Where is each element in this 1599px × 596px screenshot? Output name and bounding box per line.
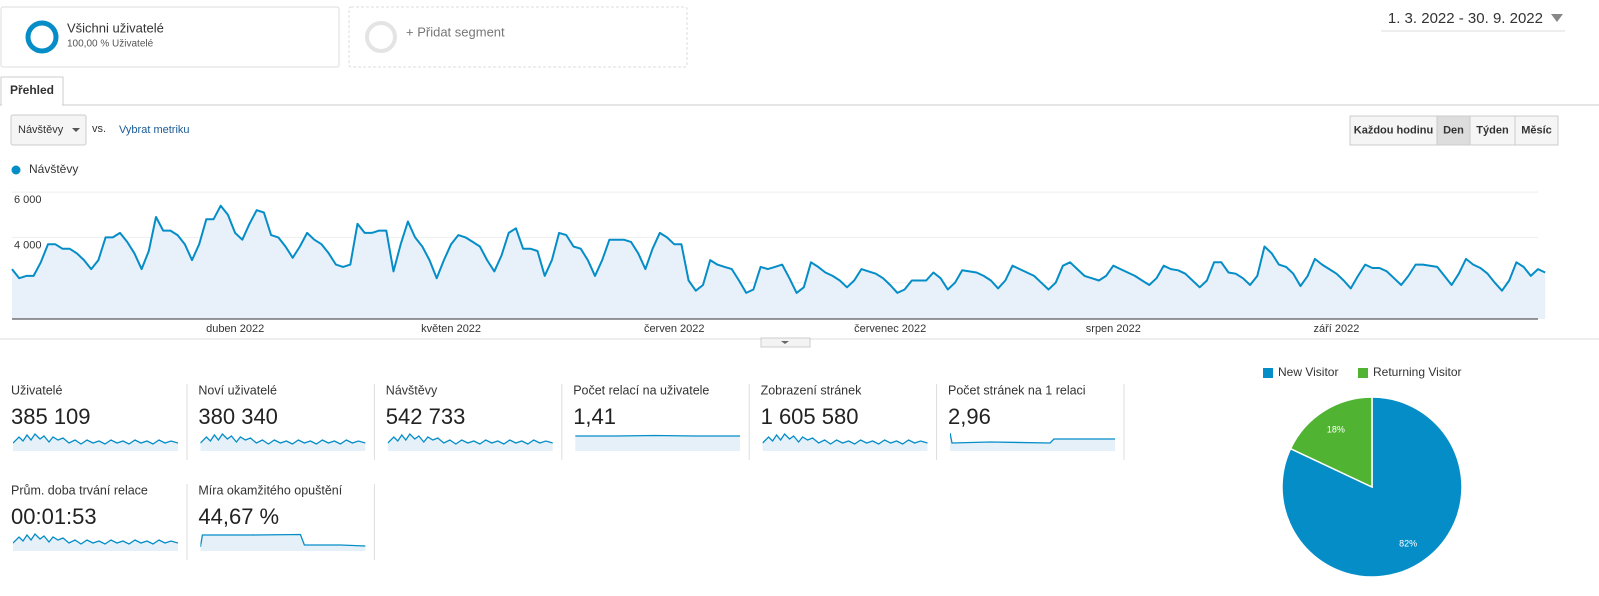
metric-value: 44,67 % — [198, 504, 279, 529]
slice-label: 82% — [1399, 538, 1417, 548]
y-tick-label: 4 000 — [14, 239, 42, 251]
add-segment[interactable]: + Přidat segment — [406, 24, 505, 39]
sparkline — [575, 434, 741, 451]
tab-cover — [2, 103, 62, 106]
add-segment-icon — [365, 21, 397, 53]
segment-box[interactable] — [0, 6, 340, 68]
metric-label: Noví uživatelé — [198, 383, 277, 397]
tab-label[interactable]: Přehled — [10, 83, 54, 97]
legend-marker — [1263, 368, 1273, 378]
slice-label: 18% — [1327, 424, 1345, 434]
vs-label: vs. — [92, 123, 106, 135]
x-tick-label: červen 2022 — [644, 323, 705, 335]
granularity-label[interactable]: Každou hodinu — [1354, 124, 1433, 136]
date-range[interactable]: 1. 3. 2022 - 30. 9. 2022 — [1388, 10, 1543, 27]
legend-label: New Visitor — [1278, 365, 1338, 379]
metric-value: 1,41 — [573, 404, 616, 429]
metric-label: Zobrazení stránek — [761, 383, 862, 397]
pie-slice — [1289, 396, 1373, 489]
x-tick-label: červenec 2022 — [854, 323, 926, 335]
granularity-label[interactable]: Den — [1443, 124, 1464, 136]
date-arrow[interactable] — [1551, 14, 1563, 22]
segment-icon — [25, 20, 59, 54]
add-segment-box[interactable] — [348, 6, 688, 68]
metric-dropdown[interactable] — [10, 114, 87, 146]
sparkline — [13, 433, 178, 451]
legend-marker — [11, 165, 21, 175]
metric-label[interactable]: Návštěvy — [18, 124, 64, 136]
tab[interactable] — [0, 76, 64, 106]
segment-share: 100,00 % Uživatelé — [67, 39, 154, 50]
legend-marker — [1358, 368, 1368, 378]
line-series — [11, 204, 1546, 294]
metric-value: 380 340 — [198, 404, 278, 429]
metric-label: Počet relací na uživatele — [573, 383, 709, 397]
metric-value: 00:01:53 — [11, 504, 97, 529]
sparkline — [387, 433, 553, 451]
sparkline — [950, 432, 1115, 451]
sparkline — [762, 433, 928, 451]
metric-label: Prům. doba trvání relace — [11, 483, 148, 497]
segment-name: Všichni uživatelé — [67, 20, 164, 35]
x-tick-label: srpen 2022 — [1086, 323, 1141, 335]
collapse-arrow — [781, 341, 789, 344]
metric-value: 1 605 580 — [761, 404, 859, 429]
metric-label: Počet stránek na 1 relaci — [948, 383, 1086, 397]
metric-value: 2,96 — [948, 404, 991, 429]
legend-label: Návštěvy — [29, 162, 78, 176]
granularity-button[interactable] — [1469, 115, 1516, 146]
metric-label: Míra okamžitého opuštění — [198, 483, 342, 497]
granularity-label[interactable]: Měsíc — [1521, 124, 1552, 136]
granularity-label[interactable]: Týden — [1476, 124, 1509, 136]
metric-value: 385 109 — [11, 404, 91, 429]
granularity-button[interactable] — [1514, 115, 1559, 146]
dropdown-arrow — [72, 128, 80, 132]
x-tick-label: květen 2022 — [421, 323, 481, 335]
y-tick-label: 6 000 — [14, 194, 42, 206]
metric-label: Návštěvy — [386, 383, 438, 397]
sparkline — [200, 533, 366, 551]
x-tick-label: duben 2022 — [206, 323, 264, 335]
metric-label: Uživatelé — [11, 383, 62, 397]
legend-label: Returning Visitor — [1373, 365, 1462, 379]
granularity-button[interactable] — [1436, 115, 1471, 146]
metric-value: 542 733 — [386, 404, 466, 429]
sparkline — [200, 433, 366, 451]
x-tick-label: září 2022 — [1314, 323, 1360, 335]
pick-metric[interactable]: Vybrat metriku — [119, 124, 190, 136]
sparkline — [13, 533, 178, 551]
area-fill — [12, 205, 1546, 319]
